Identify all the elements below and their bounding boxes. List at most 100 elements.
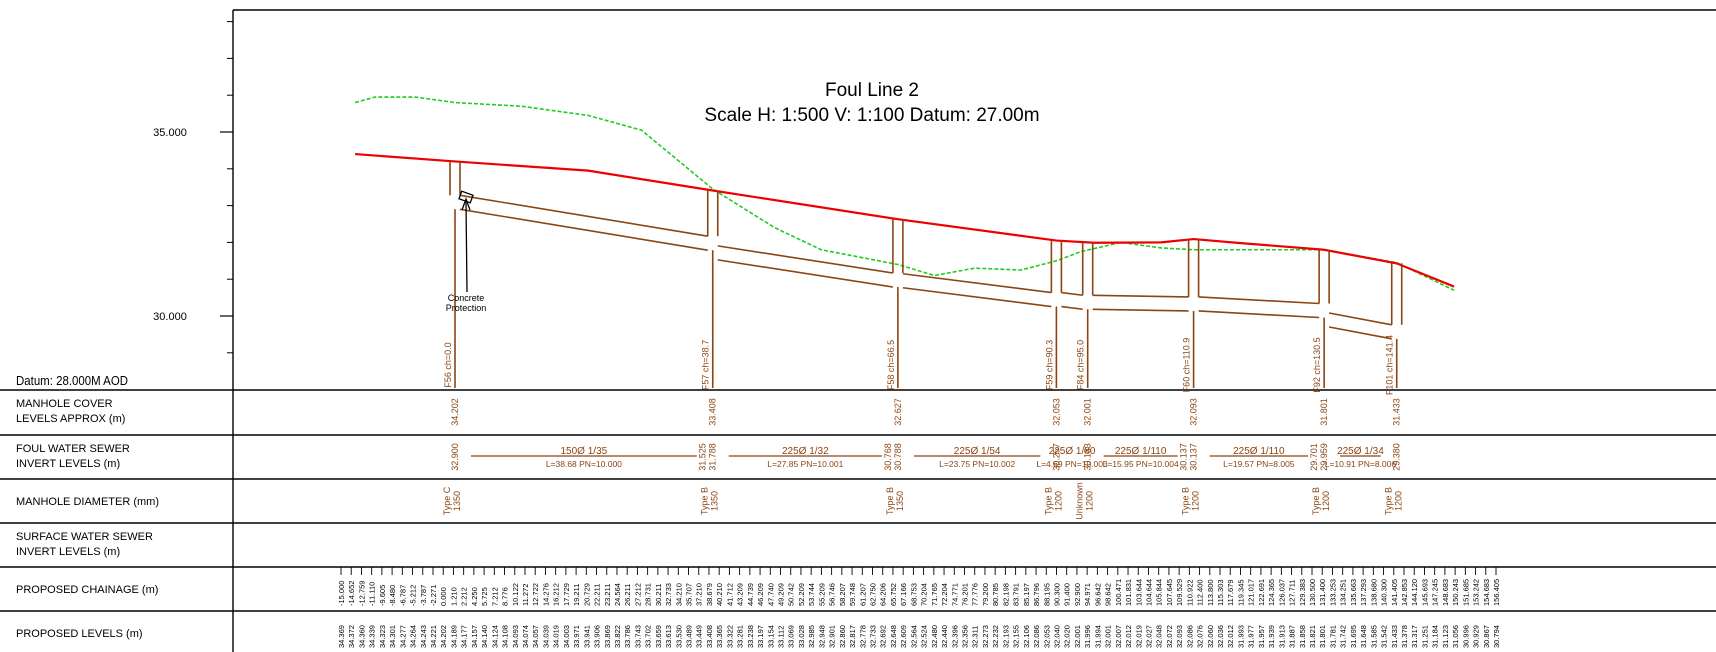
proposed-level-value: 33.971	[572, 625, 581, 648]
chainage-value: 140.300	[1380, 579, 1389, 606]
manhole-label: F60 ch=110.9	[1182, 338, 1192, 393]
proposed-level-value: 31.913	[1277, 625, 1286, 648]
manhole-label: F101 ch=141.4	[1385, 335, 1395, 395]
chainage-value: 47.740	[766, 583, 775, 606]
proposed-level-value: 32.648	[889, 625, 898, 648]
proposed-level-value: 32.093	[1175, 625, 1184, 648]
chainage-value: 107.645	[1165, 579, 1174, 606]
proposed-level-value: 33.028	[797, 625, 806, 648]
row-label-levels: PROPOSED LEVELS (m)	[16, 628, 143, 640]
cover-level-value: 32.053	[1051, 398, 1061, 426]
proposed-level-value: 32.396	[950, 625, 959, 648]
levels-row: 34.369 34.372 34.360 34.339 34.323 34.301 34.2…	[337, 625, 1501, 648]
proposed-level-value: 33.449	[695, 625, 704, 648]
chainage-value: 121.017	[1247, 579, 1256, 606]
proposed-level-value: 31.858	[1298, 625, 1307, 648]
pipe-size: 225Ø 1/54	[954, 446, 1001, 457]
proposed-level-value: 32.860	[838, 625, 847, 648]
annotation-leader	[465, 201, 468, 293]
proposed-level-value: 34.202	[439, 625, 448, 648]
chainage-value: 71.765	[930, 583, 939, 606]
proposed-level-value: 31.585	[1369, 625, 1378, 648]
drawing-frame	[0, 9, 1716, 652]
proposed-level-value: 31.123	[1441, 625, 1450, 648]
proposed-level-value: 32.440	[940, 625, 949, 648]
chainage-value: 70.204	[920, 583, 929, 606]
proposed-level-value: 31.821	[1308, 625, 1317, 648]
chainage-value: 112.400	[1196, 579, 1205, 606]
pipe-size: 225Ø 1/32	[782, 446, 829, 457]
pipe-detail: L=10.91 PN=8.006	[1325, 459, 1397, 469]
manhole-type: Type B	[1181, 487, 1191, 515]
chainage-value: 59.748	[848, 583, 857, 606]
proposed-level-value: 34.093	[511, 625, 520, 648]
chainage-value: 150.243	[1451, 579, 1460, 606]
chainage-value: 40.210	[715, 583, 724, 606]
chainage-value: 79.200	[981, 583, 990, 606]
cover-level-value: 31.801	[1319, 398, 1329, 426]
chainage-value: 117.679	[1226, 579, 1235, 606]
chainage-value: 96.642	[1093, 583, 1102, 606]
proposed-level-value: 32.001	[1073, 625, 1082, 648]
annotation-text-1: Concrete	[448, 293, 485, 303]
proposed-level-value: 30.794	[1492, 625, 1501, 648]
chainage-value: 80.785	[991, 583, 1000, 606]
pipe-size: 225Ø 1/110	[1233, 446, 1285, 457]
proposed-level-value: 34.360	[357, 625, 366, 648]
chainage-value: 56.746	[828, 583, 837, 606]
proposed-level-value: 32.948	[817, 625, 826, 648]
proposed-level-value: 34.339	[368, 625, 377, 648]
cover-level-value: 32.627	[893, 398, 903, 426]
proposed-level-value: 32.692	[879, 625, 888, 648]
chainage-value: 4.250	[470, 587, 479, 606]
manhole-label: F56 ch=0.0	[443, 342, 453, 387]
proposed-level-value: 31.781	[1328, 625, 1337, 648]
proposed-level-value: 32.524	[920, 625, 929, 648]
drawing-title: Foul Line 2	[825, 80, 919, 101]
chainage-value: -6.787	[398, 585, 407, 606]
row-label-chainage: PROPOSED CHAINAGE (m)	[16, 584, 158, 596]
invert-level-out-value: 29.701	[1309, 443, 1319, 471]
concrete-protection-marker	[458, 190, 474, 204]
proposed-level-value: 33.238	[746, 625, 755, 648]
row-label-surface-1: SURFACE WATER SEWER	[16, 531, 153, 543]
chainage-value: 98.642	[1104, 583, 1113, 606]
invert-level-value: 30.137	[1189, 443, 1199, 471]
chainage-value: 127.711	[1288, 579, 1297, 606]
proposed-level-value: 33.322	[725, 625, 734, 648]
pipe-soffit	[717, 245, 894, 274]
chainage-value: 130.500	[1308, 579, 1317, 606]
chainage-value: 110.922	[1185, 579, 1194, 606]
chainage-value: 37.210	[695, 583, 704, 606]
chainage-value: 12.722	[531, 583, 540, 606]
chainage-value: 7.212	[490, 587, 499, 606]
chainage-value: 77.776	[971, 583, 980, 606]
proposed-level-value: 34.124	[490, 625, 499, 648]
cover-level-value: 34.202	[450, 398, 460, 426]
chainage-value: -15.000	[337, 581, 346, 606]
chainage-value: 0.000	[439, 587, 448, 606]
pipe-soffit	[902, 272, 1052, 294]
pipe-invert	[1092, 308, 1189, 312]
manhole-label: F57 ch=38.7	[701, 340, 711, 390]
proposed-level-value: 34.369	[337, 625, 346, 648]
proposed-level-value: 34.323	[378, 625, 387, 648]
chainage-value: 147.245	[1431, 579, 1440, 606]
proposed-level-value: 31.742	[1339, 625, 1348, 648]
manhole-type: Unknown	[1075, 482, 1085, 520]
proposed-level-value: 34.221	[429, 625, 438, 648]
chainage-value: 92.900	[1073, 583, 1082, 606]
chainage-value: -11.110	[368, 582, 377, 606]
proposed-level-value: 30.996	[1461, 625, 1470, 648]
cover-level-value: 32.093	[1189, 398, 1199, 426]
manhole-label: F92 ch=130.5	[1312, 337, 1322, 392]
proposed-level-value: 33.869	[603, 625, 612, 648]
invert-level-value: 30.183	[1083, 443, 1093, 471]
manhole-diameter: 1200	[1085, 491, 1095, 511]
chainage-value: 49.209	[777, 583, 786, 606]
manhole-type: Type C	[442, 486, 452, 515]
chainage-value: 20.729	[582, 583, 591, 606]
manhole-diameter: 1350	[452, 491, 462, 511]
manhole-diameter: 1350	[710, 491, 720, 511]
chainage-value: 68.753	[909, 583, 918, 606]
